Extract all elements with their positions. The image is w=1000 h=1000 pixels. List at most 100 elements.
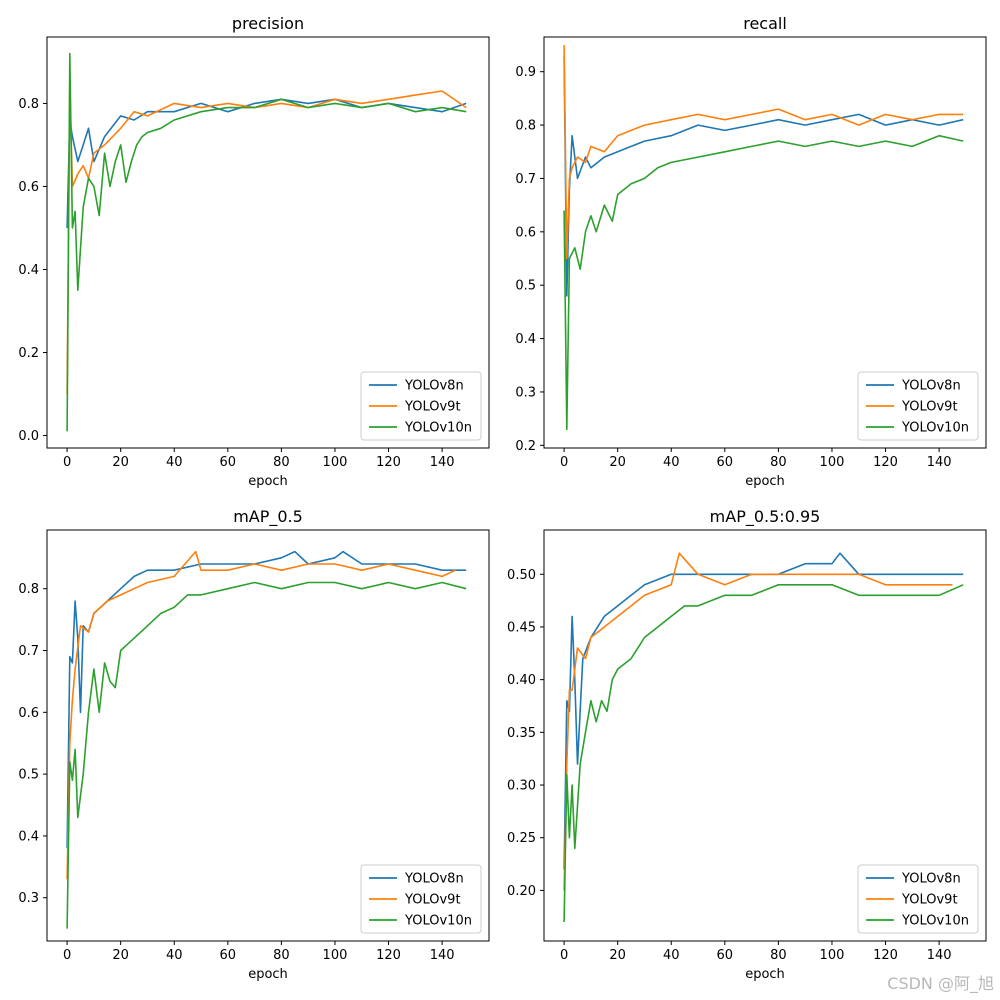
subplot-1: precision 0 20 40 60 80 100 120 140 0.0 0.2 0.4 0.6 0…: [18, 14, 490, 489]
y-tick-label: 0.0: [18, 429, 39, 444]
y-tick-label: 0.3: [515, 385, 536, 400]
axes-frame: [46, 529, 490, 942]
chart-title: mAP_0.5: [233, 507, 303, 527]
x-axis-label: epoch: [248, 967, 288, 982]
x-tick-label: 40: [663, 455, 680, 470]
y-tick-label: 0.40: [507, 673, 536, 688]
series-line-yolov8n: [563, 552, 964, 870]
x-tick-label: 140: [927, 948, 952, 963]
legend-label-yolov9t: YOLOv9t: [404, 400, 461, 415]
legend: YOLOv8n YOLOv9t YOLOv10n: [360, 864, 482, 934]
chart-title: recall: [743, 14, 787, 33]
y-tick-label: 0.8: [515, 119, 536, 134]
y-tick-label: 0.5: [515, 279, 536, 294]
axes-frame: [46, 36, 490, 449]
x-tick-label: 20: [609, 948, 626, 963]
y-tick-label: 0.6: [515, 225, 536, 240]
y-tick-label: 0.25: [507, 831, 536, 846]
x-axis-label: epoch: [745, 474, 785, 489]
y-tick-label: 0.8: [18, 97, 39, 112]
y-tick-label: 0.4: [515, 332, 536, 347]
series-line-yolov8n: [66, 98, 467, 229]
legend-label-yolov8n: YOLOv8n: [404, 379, 464, 394]
legend-label-yolov9t: YOLOv9t: [404, 893, 461, 908]
subplot-2: recall 0 20 40 60 80 100 120 140 0.2 0.3 0.4 0.5 0.6 0…: [515, 14, 987, 489]
x-tick-label: 140: [927, 455, 952, 470]
y-tick-label: 0.2: [515, 439, 536, 454]
legend-label-yolov10n: YOLOv10n: [404, 914, 472, 929]
legend-label-yolov9t: YOLOv9t: [901, 400, 958, 415]
chart-title: mAP_0.5:0.95: [710, 507, 821, 527]
x-tick-label: 140: [430, 948, 455, 963]
x-tick-label: 100: [820, 455, 845, 470]
subplot-4: mAP_0.5:0.95 0 20 40 60 80 100 120 140 0.20 0.25 0.…: [507, 507, 987, 982]
x-tick-label: 140: [430, 455, 455, 470]
legend-box: [857, 864, 979, 934]
legend-label-yolov8n: YOLOv8n: [901, 379, 961, 394]
legend: YOLOv8n YOLOv9t YOLOv10n: [857, 371, 979, 441]
x-tick-label: 80: [770, 455, 787, 470]
y-tick-label: 0.3: [18, 891, 39, 906]
x-axis-label: epoch: [745, 967, 785, 982]
y-tick-label: 0.6: [18, 180, 39, 195]
series-line-yolov9t: [563, 44, 964, 260]
legend-label-yolov8n: YOLOv8n: [901, 872, 961, 887]
chart-title: precision: [232, 14, 304, 33]
x-tick-label: 100: [820, 948, 845, 963]
y-tick-label: 0.7: [515, 172, 536, 187]
x-tick-label: 20: [609, 455, 626, 470]
series-line-yolov10n: [563, 583, 964, 923]
y-tick-label: 0.2: [18, 346, 39, 361]
x-tick-label: 60: [717, 455, 734, 470]
series-line-yolov8n: [563, 55, 964, 297]
series-line-yolov9t: [66, 550, 456, 880]
x-tick-label: 0: [63, 948, 71, 963]
y-tick-label: 0.4: [18, 829, 39, 844]
y-tick-label: 0.35: [507, 726, 536, 741]
y-tick-label: 0.5: [18, 768, 39, 783]
series-line-yolov8n: [66, 550, 467, 849]
x-tick-label: 60: [717, 948, 734, 963]
x-tick-label: 80: [273, 948, 290, 963]
legend-box: [857, 371, 979, 441]
series-line-yolov10n: [563, 134, 964, 431]
y-tick-label: 0.7: [18, 644, 39, 659]
x-tick-label: 100: [323, 455, 348, 470]
axes-frame: [543, 529, 987, 942]
legend: YOLOv8n YOLOv9t YOLOv10n: [857, 864, 979, 934]
series-line-yolov10n: [66, 52, 467, 432]
y-tick-label: 0.8: [18, 582, 39, 597]
axes-frame: [543, 36, 987, 449]
x-tick-label: 40: [166, 455, 183, 470]
x-tick-label: 60: [220, 948, 237, 963]
x-tick-label: 0: [560, 948, 568, 963]
legend-label-yolov9t: YOLOv9t: [901, 893, 958, 908]
x-tick-label: 120: [873, 948, 898, 963]
y-tick-label: 0.50: [507, 568, 536, 583]
x-axis-label: epoch: [248, 474, 288, 489]
y-tick-label: 0.20: [507, 884, 536, 899]
x-tick-label: 120: [376, 455, 401, 470]
x-tick-label: 120: [873, 455, 898, 470]
series-line-yolov9t: [563, 552, 953, 891]
x-tick-label: 40: [663, 948, 680, 963]
y-tick-label: 0.30: [507, 779, 536, 794]
watermark: CSDN @阿_旭: [887, 974, 994, 993]
series-line-yolov9t: [66, 81, 467, 395]
series-line-yolov10n: [66, 581, 467, 929]
legend: YOLOv8n YOLOv9t YOLOv10n: [360, 371, 482, 441]
x-tick-label: 80: [273, 455, 290, 470]
x-tick-label: 0: [560, 455, 568, 470]
subplot-3: mAP_0.5 0 20 40 60 80 100 120 140 0.3 0.4 0.5 0.6 0.7…: [18, 507, 490, 982]
legend-box: [360, 371, 482, 441]
y-tick-label: 0.45: [507, 620, 536, 635]
x-tick-label: 20: [112, 948, 129, 963]
legend-label-yolov8n: YOLOv8n: [404, 872, 464, 887]
x-tick-label: 80: [770, 948, 787, 963]
x-tick-label: 60: [220, 455, 237, 470]
legend-box: [360, 864, 482, 934]
x-tick-label: 120: [376, 948, 401, 963]
legend-label-yolov10n: YOLOv10n: [901, 421, 969, 436]
legend-label-yolov10n: YOLOv10n: [901, 914, 969, 929]
